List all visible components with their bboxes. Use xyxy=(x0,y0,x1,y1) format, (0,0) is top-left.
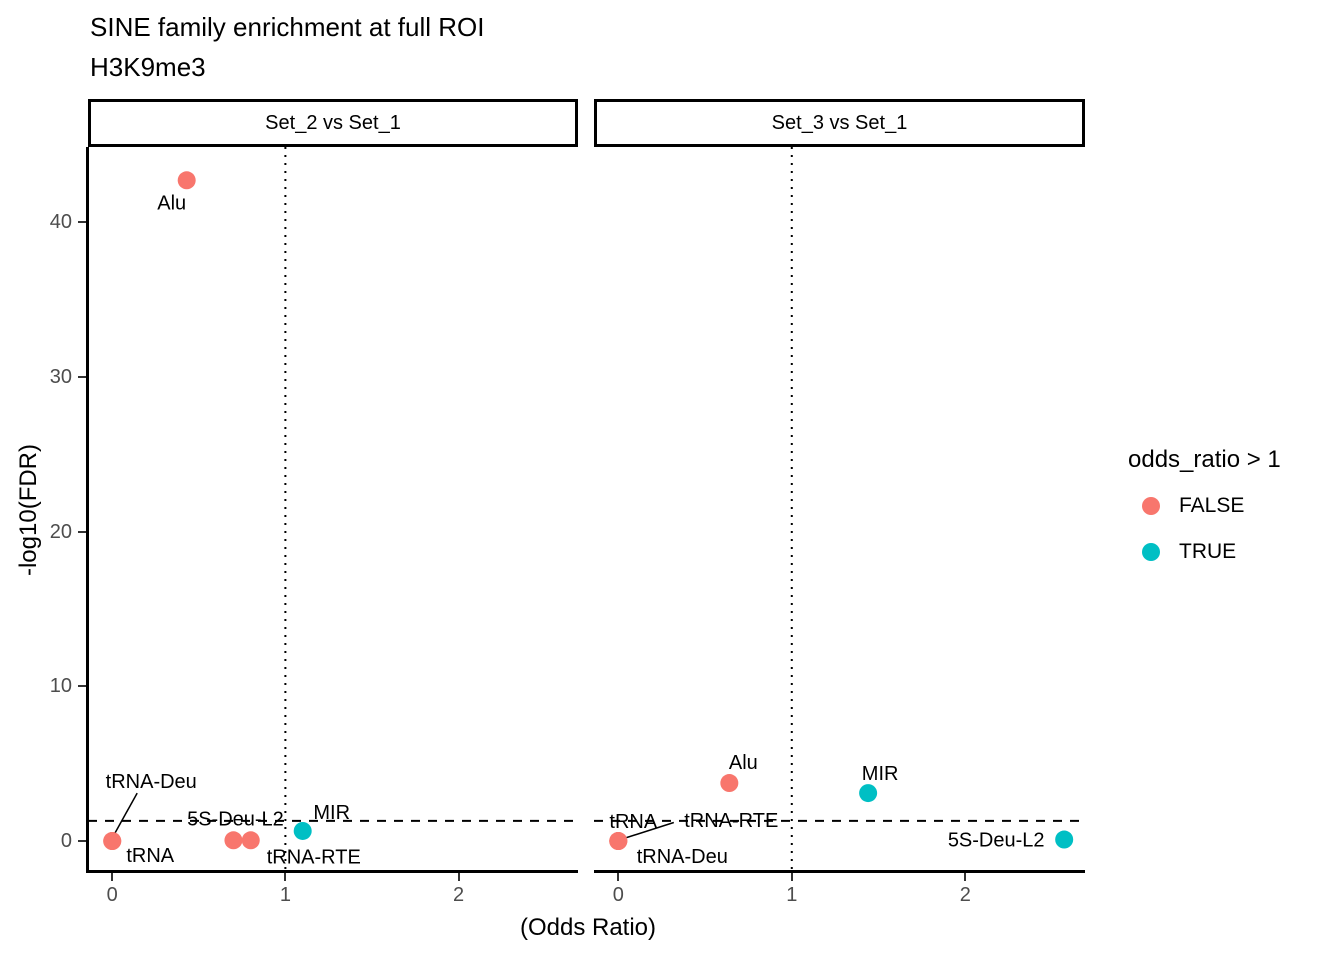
data-point-mir xyxy=(293,821,312,840)
y-axis-tick-label: 20 xyxy=(49,520,72,543)
x-axis-title: (Odds Ratio) xyxy=(519,914,657,941)
y-axis-tick-label: 30 xyxy=(49,365,72,388)
y-axis-line xyxy=(86,147,89,873)
legend-true-dot-icon xyxy=(1142,543,1160,561)
facet-panel-2: Alu MIR 5S-Deu-L2 tRNA tRNA-RTE tRNA-Deu xyxy=(594,147,1085,872)
plot-subtitle: H3K9me3 xyxy=(90,52,206,82)
point-label-5s-deu-l2: 5S-Deu-L2 xyxy=(948,830,1045,852)
y-axis-tick-label: 0 xyxy=(60,830,72,853)
data-point-alu xyxy=(720,774,739,793)
data-point-alu xyxy=(177,171,196,190)
facet-strip-set3-vs-set1: Set_3 vs Set_1 xyxy=(594,99,1085,147)
facet-strip-set2-vs-set1: Set_2 vs Set_1 xyxy=(88,99,578,147)
point-label-mir: MIR xyxy=(862,763,899,785)
point-label-trna-rte: tRNA-RTE xyxy=(267,846,361,868)
legend-title: odds_ratio > 1 xyxy=(1128,446,1281,473)
x-axis-tick xyxy=(111,873,114,881)
point-label-trna-deu: tRNA-Deu xyxy=(637,846,728,868)
x-axis-tick-label: 0 xyxy=(612,884,624,906)
x-axis-tick-label: 2 xyxy=(959,884,971,906)
y-axis-title: -log10(FDR) xyxy=(15,443,42,577)
label-leader-line-trna-rte xyxy=(618,821,675,841)
x-axis-line xyxy=(594,870,1085,873)
x-axis-tick-label: 2 xyxy=(452,884,465,906)
point-label-5s-deu-l2: 5S-Deu-L2 xyxy=(187,808,284,830)
label-leader-line-trna-deu xyxy=(113,792,138,836)
data-point-trna xyxy=(103,832,122,851)
data-point-trna-deu xyxy=(609,832,628,851)
point-label-alu: Alu xyxy=(157,192,186,214)
x-axis-tick-label: 1 xyxy=(786,884,798,906)
x-axis-line xyxy=(88,870,578,873)
y-axis-tick xyxy=(78,685,86,688)
facet-panel-1: Alu tRNA-Deu tRNA 5S-Deu-L2 tRNA-RTE MIR xyxy=(88,147,578,872)
x-axis-tick xyxy=(457,873,460,881)
y-axis-tick xyxy=(78,840,86,843)
legend: odds_ratio > 1 FALSE TRUE xyxy=(1128,446,1281,563)
point-label-trna: tRNA xyxy=(609,811,657,833)
point-label-trna-deu: tRNA-Deu xyxy=(106,771,197,793)
legend-false-dot-icon xyxy=(1142,497,1160,515)
x-axis-tick-label: 1 xyxy=(279,884,291,906)
y-axis-tick-label: 10 xyxy=(49,675,72,698)
point-label-mir: MIR xyxy=(313,802,350,824)
facet-strip-label: Set_3 vs Set_1 xyxy=(771,111,908,134)
y-axis-tick xyxy=(78,221,86,224)
legend-false-label: FALSE xyxy=(1179,494,1245,517)
point-label-trna-rte: tRNA-RTE xyxy=(684,810,778,832)
legend-true-label: TRUE xyxy=(1179,540,1237,563)
point-label-alu: Alu xyxy=(729,752,758,774)
data-point-5s-deu-l2 xyxy=(1055,830,1074,849)
x-axis-tick-label: 0 xyxy=(106,884,118,906)
legend-entry-true: TRUE xyxy=(1142,540,1236,564)
facet-strip-label: Set_2 vs Set_1 xyxy=(265,111,401,134)
y-axis-tick-label: 40 xyxy=(49,211,72,234)
plot-title: SINE family enrichment at full ROI xyxy=(90,12,485,42)
data-point-trna-rte xyxy=(241,831,260,850)
x-axis-tick xyxy=(964,873,967,881)
y-axis-tick xyxy=(78,375,86,378)
y-axis-tick xyxy=(78,530,86,533)
point-label-trna: tRNA xyxy=(126,845,174,867)
x-axis-tick xyxy=(790,873,793,881)
data-point-mir xyxy=(859,784,878,803)
data-point-5s-deu-l2 xyxy=(224,831,243,850)
x-axis-tick xyxy=(617,873,620,881)
legend-entry-false: FALSE xyxy=(1142,494,1244,518)
x-axis-tick xyxy=(284,873,287,881)
